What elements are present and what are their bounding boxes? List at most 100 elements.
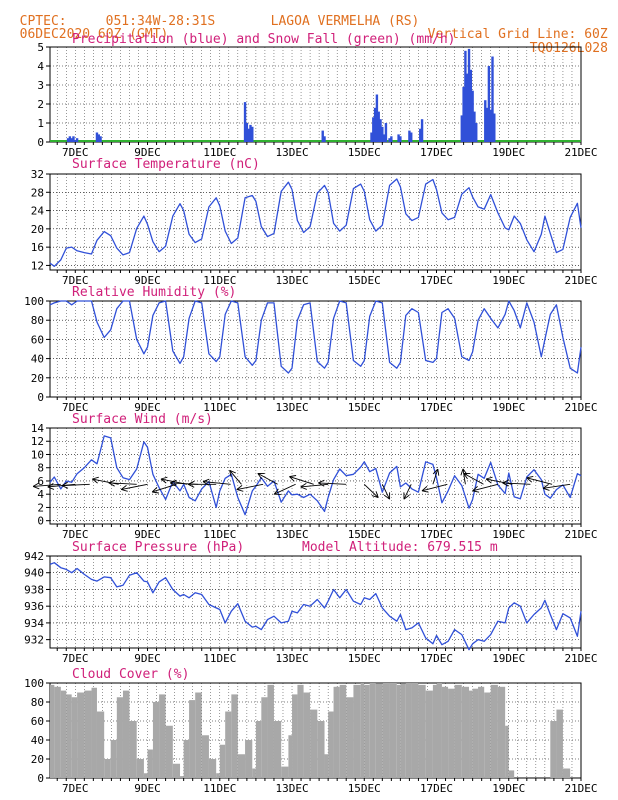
precip-bar [464, 50, 467, 142]
wind-arrow-head [485, 476, 493, 484]
precip-bar [493, 113, 496, 142]
cloud-bar [317, 721, 325, 778]
precip-bar [399, 136, 402, 142]
y-tick-label: 0 [37, 136, 44, 149]
wind-arrow [289, 476, 314, 485]
x-tick-label: 13DEC [275, 782, 308, 795]
cloud-bar [425, 690, 433, 778]
cloud-bar [237, 754, 246, 778]
y-tick-label: 932 [24, 634, 44, 647]
precip-bar [379, 119, 382, 142]
cloud-bar [189, 700, 196, 778]
cloud-bar [454, 684, 462, 778]
y-tick-label: 0 [37, 391, 44, 404]
cloud-bar [116, 697, 123, 778]
y-tick-label: 14 [31, 422, 45, 435]
model-altitude-label: Model Altitude: 679.515 m [302, 540, 498, 555]
x-tick-label: 9DEC [134, 782, 161, 795]
x-tick-label: 17DEC [420, 146, 453, 159]
y-tick-label: 8 [37, 462, 44, 475]
wind-arrow [121, 483, 148, 490]
wind-arrow-head [187, 480, 195, 488]
x-tick-label: 17DEC [420, 274, 453, 287]
precip-bar [475, 123, 478, 142]
y-tick-label: 6 [37, 475, 44, 488]
precip-bar [408, 130, 411, 142]
cloud-bar [165, 725, 173, 778]
precip-bar [72, 136, 75, 142]
series-line-3 [49, 435, 582, 516]
precip-bar [485, 107, 489, 142]
cloud-bar [310, 709, 318, 778]
wind-arrow [273, 483, 296, 495]
precip-bar [420, 119, 424, 142]
y-tick-label: 20 [31, 753, 44, 766]
x-tick-label: 19DEC [492, 146, 525, 159]
precip-bar [381, 126, 384, 142]
x-tick-label: 17DEC [420, 401, 453, 414]
cloud-bar [136, 759, 144, 778]
precip-bar [99, 136, 102, 142]
precip-bar [382, 134, 386, 142]
cloud-bar [400, 683, 406, 778]
cloud-bar [216, 773, 220, 778]
wind-arrow-head [120, 485, 128, 492]
precip-bar [66, 138, 70, 142]
wind-arrow [61, 483, 90, 487]
cloud-bar [324, 754, 329, 778]
cloud-bar [91, 687, 97, 778]
precip-bar [247, 128, 250, 142]
wind-arrow-head [300, 483, 307, 490]
source-label: CPTEC: [19, 14, 67, 29]
series-line-4 [49, 562, 582, 651]
x-tick-label: 19DEC [492, 401, 525, 414]
cloud-bar [333, 686, 340, 778]
precip-bar [251, 126, 254, 142]
wind-arrow-head [371, 491, 379, 499]
precip-bar [469, 69, 473, 142]
wind-arrow-head [542, 484, 550, 491]
y-tick-label: 938 [24, 583, 44, 596]
precip-bar [390, 136, 393, 142]
x-tick-label: 13DEC [275, 274, 308, 287]
wind-arrow-head [502, 479, 509, 487]
cloud-bar [360, 683, 365, 778]
x-tick-label: 19DEC [492, 528, 525, 541]
cloud-bar [353, 684, 361, 778]
y-tick-label: 5 [37, 41, 44, 54]
precip-bar [471, 90, 474, 142]
series-line-2 [49, 300, 582, 374]
precip-bar [243, 102, 247, 142]
wind-arrow [229, 470, 242, 485]
y-tick-label: 40 [31, 353, 44, 366]
wind-arrow-head [32, 482, 40, 490]
cloud-bar [303, 692, 311, 778]
precip-bar [375, 94, 379, 142]
precip-bar [75, 138, 79, 142]
precip-bar [410, 132, 413, 142]
wind-arrow-head [229, 469, 236, 477]
precip-bar [97, 134, 100, 142]
cloud-bar [273, 721, 282, 778]
cloud-bar [389, 683, 397, 778]
wind-arrow-head [432, 468, 440, 476]
y-tick-label: 24 [31, 205, 45, 218]
wind-arrow [463, 472, 484, 485]
y-tick-label: 942 [24, 550, 44, 563]
precip-bar [370, 132, 373, 142]
precip-bar [373, 107, 377, 142]
cloud-bar [490, 684, 498, 778]
x-tick-label: 7DEC [62, 146, 89, 159]
series-line-1 [49, 178, 582, 267]
cloud-bar [562, 768, 571, 778]
x-tick-label: 21DEC [564, 401, 597, 414]
x-tick-label: 21DEC [564, 652, 597, 665]
x-tick-label: 19DEC [492, 274, 525, 287]
cloud-bar [143, 773, 148, 778]
y-tick-label: 1 [37, 117, 44, 130]
wind-arrow [363, 483, 379, 498]
cloud-bar [152, 702, 160, 778]
precip-bar [466, 73, 469, 142]
cloud-bar [441, 686, 449, 778]
